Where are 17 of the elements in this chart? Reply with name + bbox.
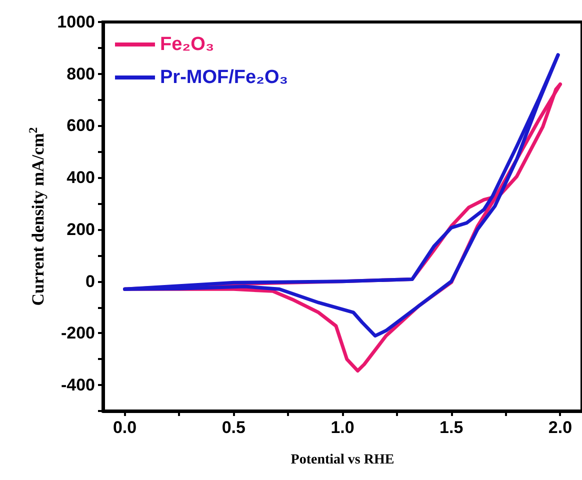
y-tick-label: 1000 <box>57 12 95 32</box>
y-axis-title: Current density mA/cm2 <box>26 127 48 306</box>
y-tick-label: -400 <box>60 376 95 395</box>
y-tick-label: 600 <box>66 116 95 136</box>
x-tick-label: 1.5 <box>440 418 464 437</box>
x-tick-label: 0.0 <box>112 418 137 437</box>
x-tick-label: 0.5 <box>222 418 246 437</box>
y-tick-label: 800 <box>66 64 95 84</box>
y-tick-label: 400 <box>66 168 95 188</box>
legend-label: Pr-MOF/Fe₂O₃ <box>160 67 288 88</box>
x-tick-label: 1.0 <box>330 418 354 437</box>
y-tick-label: -200 <box>60 324 95 343</box>
y-tick-label: 0 <box>86 272 95 291</box>
y-tick-label: 200 <box>66 220 95 239</box>
x-tick-label: 2.0 <box>548 418 572 437</box>
legend-label: Fe₂O₃ <box>160 34 214 55</box>
x-axis-title: Potential vs RHE <box>290 452 394 468</box>
